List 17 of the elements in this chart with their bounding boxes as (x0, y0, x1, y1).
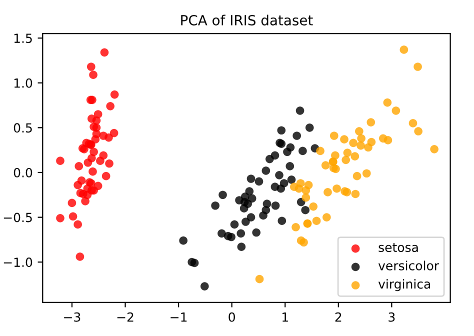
y-tick-label: 1.5 (14, 34, 32, 44)
x-tick-label: −3 (64, 312, 80, 322)
legend-label: virginica (378, 279, 430, 292)
x-tick-label: 0 (228, 312, 235, 322)
chart-title: PCA of IRIS dataset (181, 14, 313, 26)
x-tick-label: 3 (388, 312, 395, 322)
y-tick-label: −0.5 (4, 212, 32, 222)
y-tick-label: 0.5 (14, 123, 32, 133)
x-tick-label: 1 (282, 312, 288, 322)
legend-label: setosa (378, 243, 418, 252)
x-tick-label: −1 (170, 312, 187, 322)
x-tick-label: −2 (117, 312, 134, 322)
y-tick-label: 0.0 (14, 168, 32, 178)
legend-label: versicolor (378, 260, 440, 270)
y-tick-label: −1.0 (4, 258, 32, 268)
x-tick-label: 2 (335, 312, 342, 322)
y-tick-label: 1.0 (14, 78, 32, 88)
